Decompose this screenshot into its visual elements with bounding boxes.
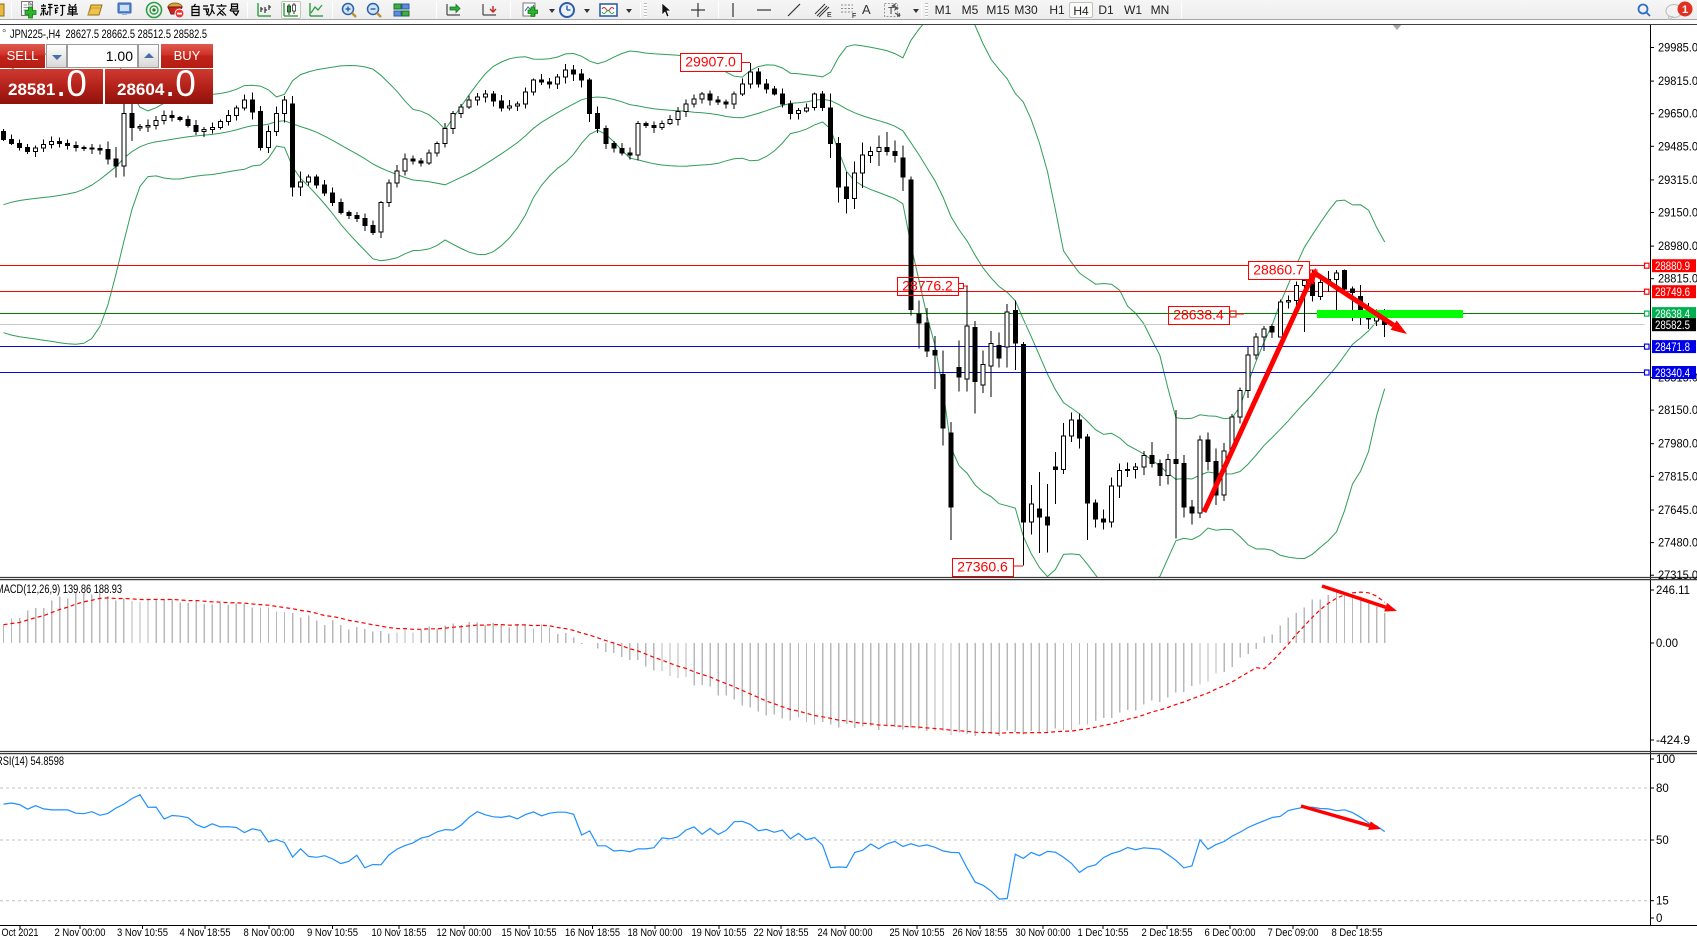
svg-text:28340.4: 28340.4: [1655, 368, 1691, 380]
svg-text:30 Nov 00:00: 30 Nov 00:00: [1016, 927, 1071, 939]
svg-text:80: 80: [1656, 783, 1669, 795]
svg-text:29150.0: 29150.0: [1658, 208, 1697, 220]
svg-text:3 Nov 10:55: 3 Nov 10:55: [117, 927, 168, 939]
svg-text:18 Nov 00:00: 18 Nov 00:00: [628, 927, 683, 939]
svg-text:28638.4: 28638.4: [1173, 307, 1224, 323]
svg-text:29985.0: 29985.0: [1658, 43, 1697, 55]
svg-text:26 Nov 18:55: 26 Nov 18:55: [953, 927, 1008, 939]
svg-text:16 Nov 18:55: 16 Nov 18:55: [565, 927, 620, 939]
svg-text:0.00: 0.00: [1656, 638, 1678, 650]
svg-text:24 Nov 00:00: 24 Nov 00:00: [818, 927, 873, 939]
svg-text:Oct 2021: Oct 2021: [2, 927, 39, 939]
svg-text:8 Nov 00:00: 8 Nov 00:00: [244, 927, 295, 939]
svg-text:1 Dec 10:55: 1 Dec 10:55: [1078, 927, 1129, 939]
svg-text:JPN225-,H4 28627.5 28662.5 28: JPN225-,H4 28627.5 28662.5 28512.5 28582…: [10, 27, 207, 41]
svg-text:E: E: [827, 12, 832, 19]
svg-text:27980.0: 27980.0: [1658, 439, 1697, 451]
svg-text:9 Nov 10:55: 9 Nov 10:55: [307, 927, 358, 939]
svg-text:15 Nov 10:55: 15 Nov 10:55: [502, 927, 557, 939]
svg-text:22 Nov 18:55: 22 Nov 18:55: [754, 927, 809, 939]
svg-text:28582.5: 28582.5: [1655, 320, 1690, 332]
svg-text:28776.2: 28776.2: [902, 278, 953, 294]
svg-text:29315.0: 29315.0: [1658, 175, 1697, 187]
svg-text:28749.6: 28749.6: [1655, 287, 1690, 299]
svg-text:50: 50: [1656, 835, 1669, 847]
svg-text:19 Nov 10:55: 19 Nov 10:55: [692, 927, 747, 939]
svg-text:0: 0: [1656, 913, 1662, 925]
svg-text:28150.0: 28150.0: [1658, 405, 1697, 417]
svg-text:27815.0: 27815.0: [1658, 471, 1697, 483]
svg-text:100: 100: [1656, 754, 1675, 766]
svg-text:29485.0: 29485.0: [1658, 141, 1697, 153]
svg-text:29650.0: 29650.0: [1658, 109, 1697, 121]
svg-text:T: T: [888, 6, 894, 17]
svg-text:°: °: [2, 28, 6, 40]
svg-text:F: F: [852, 13, 856, 19]
svg-text:29907.0: 29907.0: [685, 54, 736, 70]
svg-text:15: 15: [1656, 896, 1669, 908]
svg-text:1: 1: [1682, 4, 1688, 16]
svg-text:28880.9: 28880.9: [1655, 261, 1690, 273]
svg-text:28860.7: 28860.7: [1253, 262, 1304, 278]
svg-text:-424.9: -424.9: [1656, 735, 1690, 747]
svg-text:28815.0: 28815.0: [1658, 274, 1697, 286]
svg-text:25 Nov 10:55: 25 Nov 10:55: [890, 927, 945, 939]
svg-text:2 Nov 00:00: 2 Nov 00:00: [55, 927, 106, 939]
svg-text:4 Nov 18:55: 4 Nov 18:55: [180, 927, 231, 939]
svg-text:6 Dec 00:00: 6 Dec 00:00: [1205, 927, 1256, 939]
svg-text:12 Nov 00:00: 12 Nov 00:00: [437, 927, 492, 939]
svg-text:MACD(12,26,9) 139.86 188.93: MACD(12,26,9) 139.86 188.93: [0, 584, 122, 596]
svg-text:7 Dec 09:00: 7 Dec 09:00: [1268, 927, 1319, 939]
svg-text:RSI(14) 54.8598: RSI(14) 54.8598: [0, 756, 64, 768]
svg-text:27645.0: 27645.0: [1658, 505, 1697, 517]
svg-text:29815.0: 29815.0: [1658, 76, 1697, 88]
svg-text:28980.0: 28980.0: [1658, 241, 1697, 253]
svg-text:28471.8: 28471.8: [1655, 342, 1690, 354]
svg-text:28638.4: 28638.4: [1655, 309, 1691, 321]
svg-text:27315.0: 27315.0: [1658, 570, 1697, 582]
svg-text:27480.0: 27480.0: [1658, 538, 1697, 550]
svg-text:246.11: 246.11: [1656, 585, 1690, 597]
svg-text:10 Nov 18:55: 10 Nov 18:55: [372, 927, 427, 939]
svg-text:27360.6: 27360.6: [957, 559, 1008, 575]
svg-text:2 Dec 18:55: 2 Dec 18:55: [1142, 927, 1193, 939]
svg-text:8 Dec 18:55: 8 Dec 18:55: [1332, 927, 1383, 939]
